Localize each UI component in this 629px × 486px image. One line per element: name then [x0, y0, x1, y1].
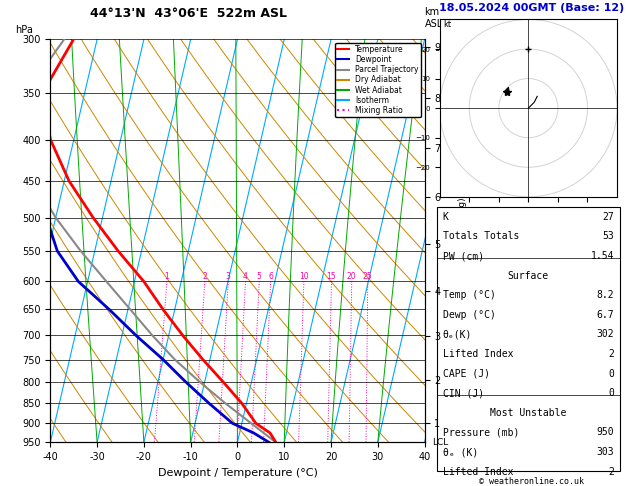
- Text: Lifted Index: Lifted Index: [443, 467, 513, 477]
- Text: 2: 2: [608, 349, 614, 359]
- Text: 53: 53: [603, 231, 614, 242]
- Text: θₑ (K): θₑ (K): [443, 447, 478, 457]
- Text: 2: 2: [203, 273, 207, 281]
- Text: 3: 3: [226, 273, 231, 281]
- Text: km
ASL: km ASL: [425, 7, 443, 29]
- Text: 15: 15: [326, 273, 337, 281]
- Text: CAPE (J): CAPE (J): [443, 369, 489, 379]
- Text: 6.7: 6.7: [596, 310, 614, 320]
- Text: 302: 302: [596, 330, 614, 339]
- Text: 27: 27: [603, 212, 614, 222]
- Text: 0: 0: [608, 369, 614, 379]
- Text: 950: 950: [596, 428, 614, 437]
- Text: 8.2: 8.2: [596, 290, 614, 300]
- Text: 10: 10: [299, 273, 309, 281]
- Legend: Temperature, Dewpoint, Parcel Trajectory, Dry Adiabat, Wet Adiabat, Isotherm, Mi: Temperature, Dewpoint, Parcel Trajectory…: [335, 43, 421, 117]
- Text: Surface: Surface: [508, 271, 549, 280]
- Text: Lifted Index: Lifted Index: [443, 349, 513, 359]
- Text: 5: 5: [257, 273, 262, 281]
- Text: Temp (°C): Temp (°C): [443, 290, 496, 300]
- Text: 4: 4: [243, 273, 248, 281]
- Text: 2: 2: [608, 467, 614, 477]
- Text: 303: 303: [596, 447, 614, 457]
- Text: 18.05.2024 00GMT (Base: 12): 18.05.2024 00GMT (Base: 12): [439, 3, 624, 13]
- Text: Totals Totals: Totals Totals: [443, 231, 519, 242]
- Text: 25: 25: [363, 273, 372, 281]
- Text: Dewp (°C): Dewp (°C): [443, 310, 496, 320]
- Text: 0: 0: [608, 388, 614, 398]
- Text: hPa: hPa: [15, 25, 33, 35]
- Text: LCL: LCL: [432, 438, 448, 447]
- Text: Most Unstable: Most Unstable: [490, 408, 567, 418]
- Text: Pressure (mb): Pressure (mb): [443, 428, 519, 437]
- Text: 44°13'N  43°06'E  522m ASL: 44°13'N 43°06'E 522m ASL: [90, 7, 287, 20]
- Text: 6: 6: [268, 273, 273, 281]
- Text: 1: 1: [165, 273, 169, 281]
- Text: kt: kt: [443, 19, 452, 29]
- Text: PW (cm): PW (cm): [443, 251, 484, 261]
- X-axis label: Dewpoint / Temperature (°C): Dewpoint / Temperature (°C): [157, 468, 318, 478]
- Text: 1.54: 1.54: [591, 251, 614, 261]
- Text: CIN (J): CIN (J): [443, 388, 484, 398]
- Text: Mixing Ratio (g/kg): Mixing Ratio (g/kg): [457, 198, 467, 283]
- Text: θₑ(K): θₑ(K): [443, 330, 472, 339]
- Text: 20: 20: [347, 273, 357, 281]
- Text: K: K: [443, 212, 448, 222]
- Text: © weatheronline.co.uk: © weatheronline.co.uk: [479, 477, 584, 486]
